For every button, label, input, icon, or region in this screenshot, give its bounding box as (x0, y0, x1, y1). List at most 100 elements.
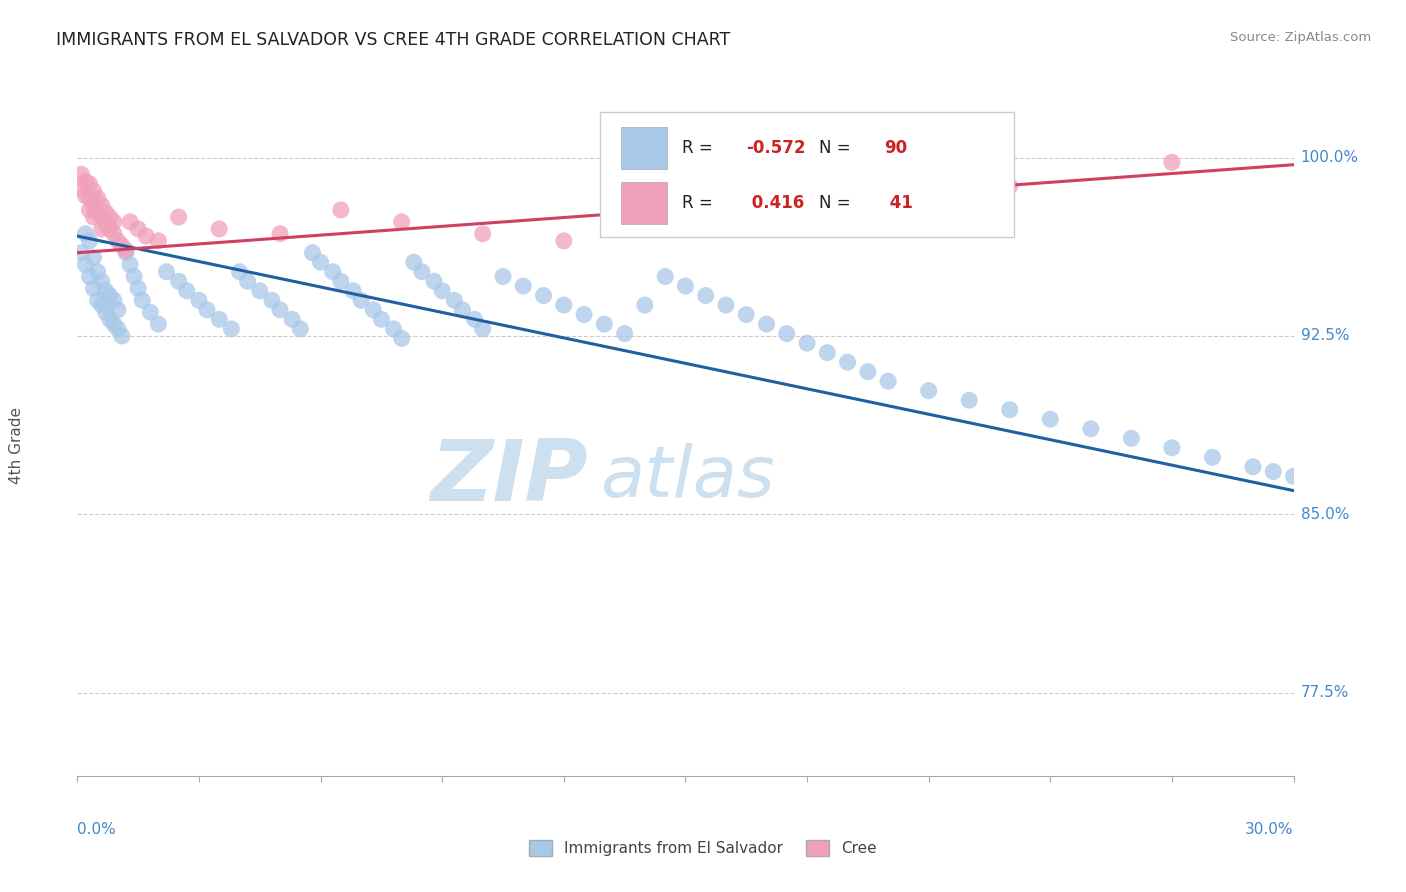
Point (391, 331, 413, 345)
Point (148, 317, 170, 331)
Point (127, 281, 149, 295)
Point (90, 198, 112, 212)
Point (208, 312, 231, 326)
Point (776, 326, 799, 341)
Point (877, 174, 900, 188)
Point (86, 191, 108, 205)
Point (269, 302, 291, 317)
Point (94, 305, 117, 319)
Point (103, 293, 125, 308)
Point (430, 284, 453, 298)
Point (695, 288, 717, 302)
Point (998, 402, 1021, 417)
Point (221, 322, 243, 336)
Point (115, 244, 138, 258)
Point (79, 202, 101, 217)
Point (176, 284, 198, 298)
Point (75, 258, 97, 272)
Point (382, 322, 405, 336)
Point (714, 212, 737, 227)
Point (593, 317, 616, 331)
Text: atlas: atlas (600, 443, 775, 512)
Point (361, 302, 384, 317)
Point (107, 302, 129, 317)
Point (103, 317, 125, 331)
Point (411, 265, 433, 279)
Text: 85.0%: 85.0% (1301, 507, 1348, 522)
Point (118, 258, 141, 272)
Point (167, 210, 190, 224)
Point (83, 184, 105, 198)
Point (533, 288, 555, 302)
Point (90, 210, 112, 224)
Point (107, 322, 129, 336)
Point (148, 234, 170, 248)
Text: N =: N = (820, 138, 856, 157)
Point (342, 284, 364, 298)
Point (86, 205, 108, 219)
Point (79, 177, 101, 191)
Point (654, 269, 676, 284)
Point (83, 281, 105, 295)
Point (70, 167, 93, 181)
Point (111, 238, 134, 252)
Point (613, 326, 636, 341)
Point (107, 234, 129, 248)
FancyBboxPatch shape (621, 127, 668, 169)
Point (90, 274, 112, 288)
Text: 30.0%: 30.0% (1246, 822, 1294, 837)
Point (86, 265, 108, 279)
Text: N =: N = (820, 194, 856, 212)
Point (634, 202, 657, 217)
Point (451, 302, 474, 317)
Point (118, 215, 141, 229)
Point (131, 293, 153, 308)
Text: R =: R = (682, 138, 718, 157)
Text: IMMIGRANTS FROM EL SALVADOR VS CREE 4TH GRADE CORRELATION CHART: IMMIGRANTS FROM EL SALVADOR VS CREE 4TH … (56, 31, 731, 49)
Point (269, 227, 291, 241)
Point (1121, 431, 1143, 445)
Point (957, 393, 980, 408)
Point (309, 255, 332, 269)
Point (98, 210, 121, 224)
Text: R =: R = (682, 194, 718, 212)
Legend: Immigrants from El Salvador, Cree: Immigrants from El Salvador, Cree (523, 834, 883, 862)
Point (1039, 412, 1062, 426)
Point (139, 305, 162, 319)
Point (103, 215, 125, 229)
FancyBboxPatch shape (600, 112, 1014, 237)
Point (998, 179, 1021, 194)
Text: 90: 90 (883, 138, 907, 157)
Point (83, 198, 105, 212)
Point (70, 245, 93, 260)
Point (329, 202, 352, 217)
Point (236, 274, 259, 288)
Point (837, 355, 859, 369)
Point (98, 312, 121, 326)
Point (1080, 422, 1102, 436)
Point (815, 345, 838, 359)
Point (1241, 459, 1264, 474)
Point (402, 255, 425, 269)
Point (75, 227, 97, 241)
Point (281, 312, 304, 326)
Point (155, 265, 177, 279)
Point (443, 293, 465, 308)
Point (796, 186, 818, 201)
Point (512, 279, 534, 293)
Text: 100.0%: 100.0% (1301, 150, 1358, 165)
Point (249, 284, 271, 298)
Text: 41: 41 (883, 194, 912, 212)
Text: 92.5%: 92.5% (1301, 328, 1348, 343)
Point (79, 234, 101, 248)
Point (301, 245, 323, 260)
Point (918, 384, 941, 398)
Point (188, 293, 211, 308)
Point (290, 322, 312, 336)
Point (1161, 441, 1184, 455)
Point (755, 317, 778, 331)
Point (127, 222, 149, 236)
Text: 4th Grade: 4th Grade (10, 408, 24, 484)
Point (471, 322, 494, 336)
Point (98, 288, 121, 302)
